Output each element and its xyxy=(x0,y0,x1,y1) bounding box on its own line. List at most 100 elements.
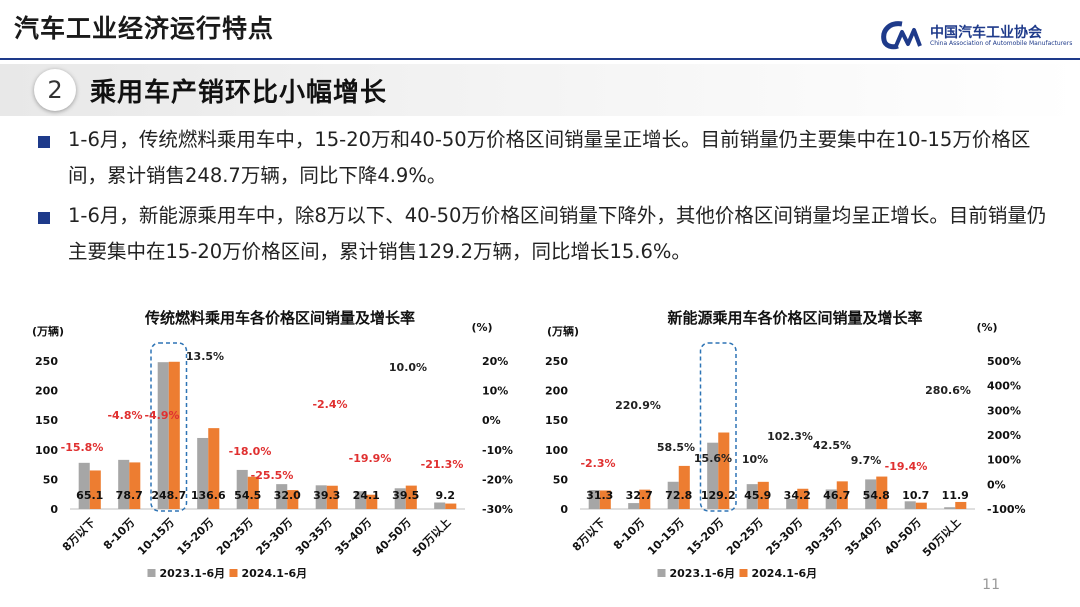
page-title: 汽车工业经济运行特点 xyxy=(14,14,275,43)
bar-2024 xyxy=(208,428,220,509)
bar-2023 xyxy=(904,501,916,509)
x-tick-label: 20-25万 xyxy=(724,516,766,558)
bar-value-label: 31.3 xyxy=(586,489,613,502)
x-tick-label: 30-35万 xyxy=(803,516,845,558)
bar-value-label: 39.3 xyxy=(313,489,340,502)
ice-price-range-chart: 传统燃料乘用车各价格区间销量及增长率 (万辆) (%) 0 50 100 150 200 250… xyxy=(10,296,540,596)
bar-value-label: 72.8 xyxy=(665,489,692,502)
growth-rate-label: -21.3% xyxy=(421,458,464,471)
x-tick-label: 30-35万 xyxy=(293,516,335,558)
bar-2024 xyxy=(168,361,180,509)
bullet-item: 1-6月，传统燃料乘用车中，15-20万和40-50万价格区间销量呈正增长。目前… xyxy=(38,122,1058,194)
x-tick-label: 25-30万 xyxy=(254,516,296,558)
bar-2023 xyxy=(78,462,90,509)
header-divider xyxy=(0,58,1080,60)
legend-swatch-2023 xyxy=(657,569,666,577)
y-tick-label: 100 xyxy=(35,444,58,457)
section-banner xyxy=(0,64,1080,116)
legend-swatch-2024 xyxy=(739,569,748,577)
logo-name-cn: 中国汽车工业协会 xyxy=(930,25,1042,41)
x-tick-label: 8-10万 xyxy=(611,516,647,552)
bar-2023 xyxy=(667,481,679,509)
y-tick-label: 0 xyxy=(560,503,568,516)
growth-rate-label: 42.5% xyxy=(813,439,851,452)
bar-2024 xyxy=(366,494,378,509)
growth-rate-label: -2.3% xyxy=(580,457,615,470)
x-tick-label: 8万以下 xyxy=(570,516,608,554)
caam-logo-icon xyxy=(881,21,922,50)
y-tick-label: 50 xyxy=(553,473,569,486)
bar-value-label: 45.9 xyxy=(744,489,771,502)
growth-rate-label: 58.5% xyxy=(657,441,695,454)
y2-tick-label: 0% xyxy=(987,478,1006,491)
y-tick-label: 150 xyxy=(35,414,58,427)
y-tick-label: 200 xyxy=(35,385,58,398)
bullet-text: 1-6月，新能源乘用车中，除8万以下、40-50万价格区间销量下降外，其他价格区… xyxy=(68,204,1047,263)
y2-tick-label: -10% xyxy=(482,444,513,457)
bar-value-label: 39.5 xyxy=(392,489,419,502)
ice-chart-svg: 传统燃料乘用车各价格区间销量及增长率 (万辆) (%) 0 50 100 150 200 250… xyxy=(32,309,513,580)
y-tick-label: 50 xyxy=(43,473,59,486)
bar-value-label: 32.7 xyxy=(626,489,653,502)
growth-rate-label: 15.6% xyxy=(694,452,732,465)
x-tick-label: 8-10万 xyxy=(101,516,137,552)
bar-2024 xyxy=(89,470,101,509)
x-tick-label: 50万以上 xyxy=(919,515,963,559)
x-tick-label: 35-40万 xyxy=(333,516,375,558)
bar-value-label: 129.2 xyxy=(701,489,736,502)
bar-value-label: 78.7 xyxy=(116,489,143,502)
bar-value-label: 54.8 xyxy=(863,489,890,502)
y2-tick-label: 500% xyxy=(987,355,1021,368)
nev-price-range-chart: 新能源乘用车各价格区间销量及增长率 (万辆) (%) 0 50 100 150 200 250 -… xyxy=(540,296,1026,596)
bar-2024 xyxy=(915,502,927,509)
logo-name-en: China Association of Automobile Manufact… xyxy=(930,40,1073,47)
legend-label-2023: 2023.1-6月 xyxy=(670,567,736,580)
bar-2023 xyxy=(825,489,837,509)
bar-2024 xyxy=(639,489,651,509)
bar-value-label: 11.9 xyxy=(942,489,969,502)
bar-2023 xyxy=(707,442,719,509)
bar-2023 xyxy=(865,479,877,509)
growth-rate-label: 9.7% xyxy=(851,454,882,467)
y2-axis-label: (%) xyxy=(471,321,492,334)
y2-tick-label: -20% xyxy=(482,473,513,486)
growth-rate-label: -2.4% xyxy=(312,398,347,411)
x-tick-label: 15-20万 xyxy=(685,516,727,558)
growth-rate-label: 10.0% xyxy=(389,361,427,374)
chart-title: 传统燃料乘用车各价格区间销量及增长率 xyxy=(144,309,415,327)
bar-2024 xyxy=(445,503,457,509)
x-tick-label: 50万以上 xyxy=(409,515,453,559)
bar-value-label: 248.7 xyxy=(151,489,186,502)
growth-rate-label: 220.9% xyxy=(615,399,661,412)
bar-2023 xyxy=(628,503,640,509)
x-tick-label: 40-50万 xyxy=(882,516,924,558)
x-tick-label: 40-50万 xyxy=(372,516,414,558)
page-number: 11 xyxy=(982,577,1000,593)
bar-2024 xyxy=(876,476,888,509)
legend-swatch-2023 xyxy=(147,569,156,577)
bar-2023 xyxy=(118,459,130,509)
growth-rate-label: -19.4% xyxy=(885,460,928,473)
bar-value-label: 24.1 xyxy=(353,489,380,502)
bar-2024 xyxy=(405,485,417,509)
y2-tick-label: 100% xyxy=(987,454,1021,467)
growth-rate-label: -15.8% xyxy=(61,441,104,454)
y-tick-label: 0 xyxy=(50,503,58,516)
bar-2024 xyxy=(129,462,141,509)
y2-axis-label: (%) xyxy=(976,321,997,334)
x-tick-label: 35-40万 xyxy=(843,516,885,558)
x-tick-label: 8万以下 xyxy=(60,516,98,554)
x-tick-label: 10-15万 xyxy=(645,516,687,558)
x-tick-label: 25-30万 xyxy=(764,516,806,558)
x-tick-label: 10-15万 xyxy=(135,516,177,558)
y2-tick-label: 200% xyxy=(987,429,1021,442)
bar-2023 xyxy=(236,469,248,509)
bar-2023 xyxy=(315,485,327,509)
chart-title: 新能源乘用车各价格区间销量及增长率 xyxy=(667,309,922,327)
highlight-box xyxy=(150,342,188,512)
y-axis-label: (万辆) xyxy=(547,324,579,338)
bar-2023 xyxy=(157,362,169,509)
legend-label-2024: 2024.1-6月 xyxy=(242,567,308,580)
x-tick-label: 15-20万 xyxy=(175,516,217,558)
y-tick-label: 250 xyxy=(35,355,58,368)
